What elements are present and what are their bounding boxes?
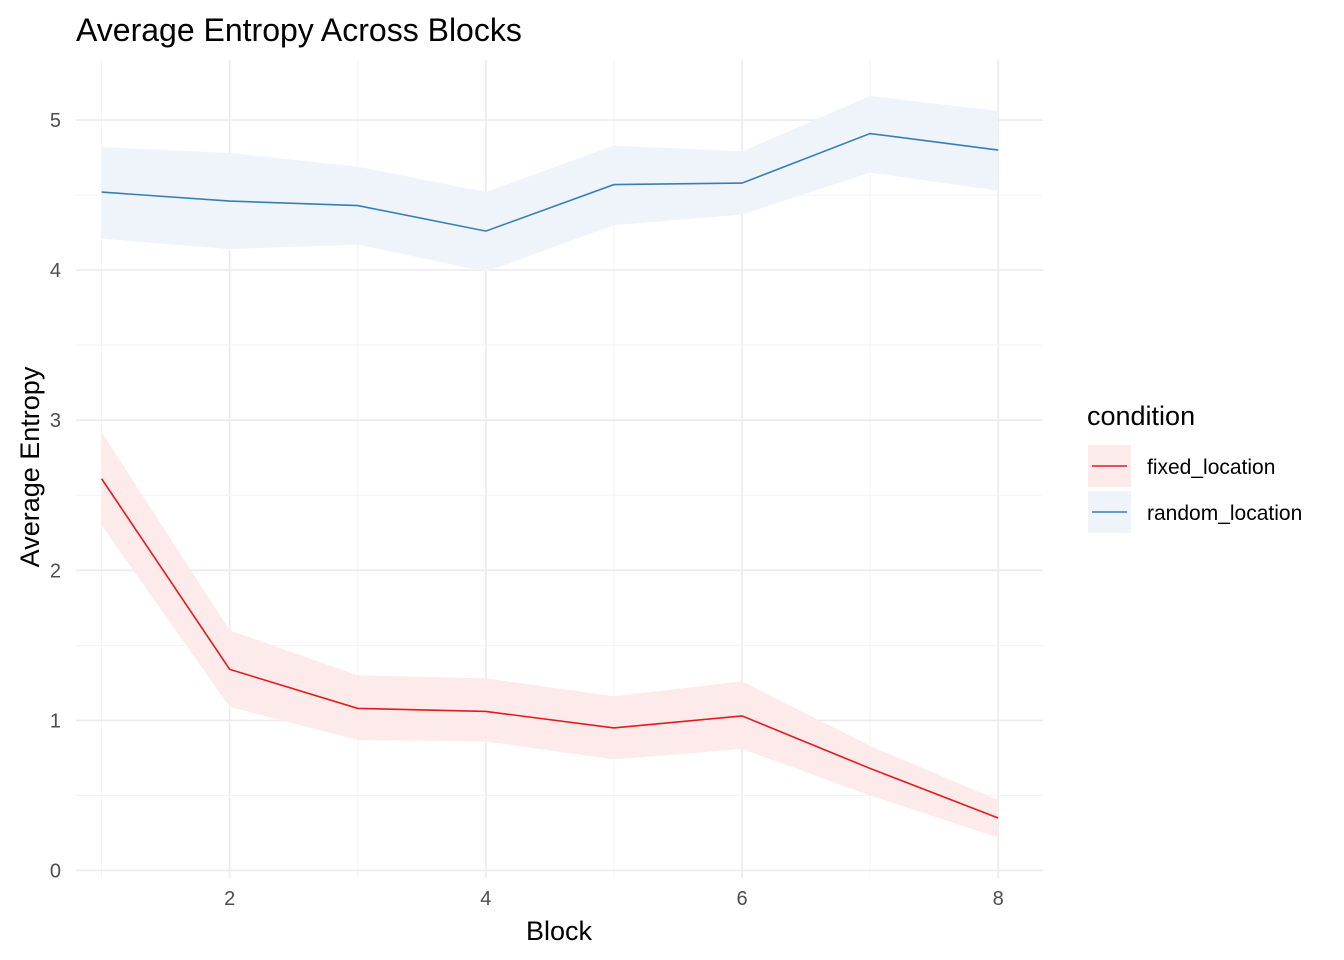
x-tick-label: 2 [224,888,235,910]
random_location-ribbon [101,96,999,272]
y-tick-label: 1 [50,710,61,732]
y-tick-label: 3 [50,410,61,432]
y-tick-label: 5 [50,110,61,132]
fixed_location-legend-label: fixed_location [1147,456,1275,479]
legend-title: condition [1087,401,1195,431]
y-axis-title: Average Entropy [15,366,45,567]
y-axis-ticks: 0 1 2 3 4 5 [50,110,61,882]
x-axis-ticks: 2 4 6 8 [224,888,1004,910]
y-tick-label: 2 [50,560,61,582]
chart-title: Average Entropy Across Blocks [76,12,522,48]
fixed_location-ribbon [101,432,999,838]
random_location-line [101,132,999,232]
confidence-ribbons [101,96,999,838]
x-axis-title: Block [526,916,593,946]
fixed_location-line [100,478,999,819]
y-tick-label: 0 [50,860,61,882]
series-lines [100,132,999,819]
random_location-legend-label: random_location [1147,502,1302,525]
x-tick-label: 6 [736,888,747,910]
y-tick-label: 4 [50,260,61,282]
x-tick-label: 8 [993,888,1004,910]
legend: condition fixed_location random_location [1087,401,1302,533]
x-tick-label: 4 [480,888,491,910]
